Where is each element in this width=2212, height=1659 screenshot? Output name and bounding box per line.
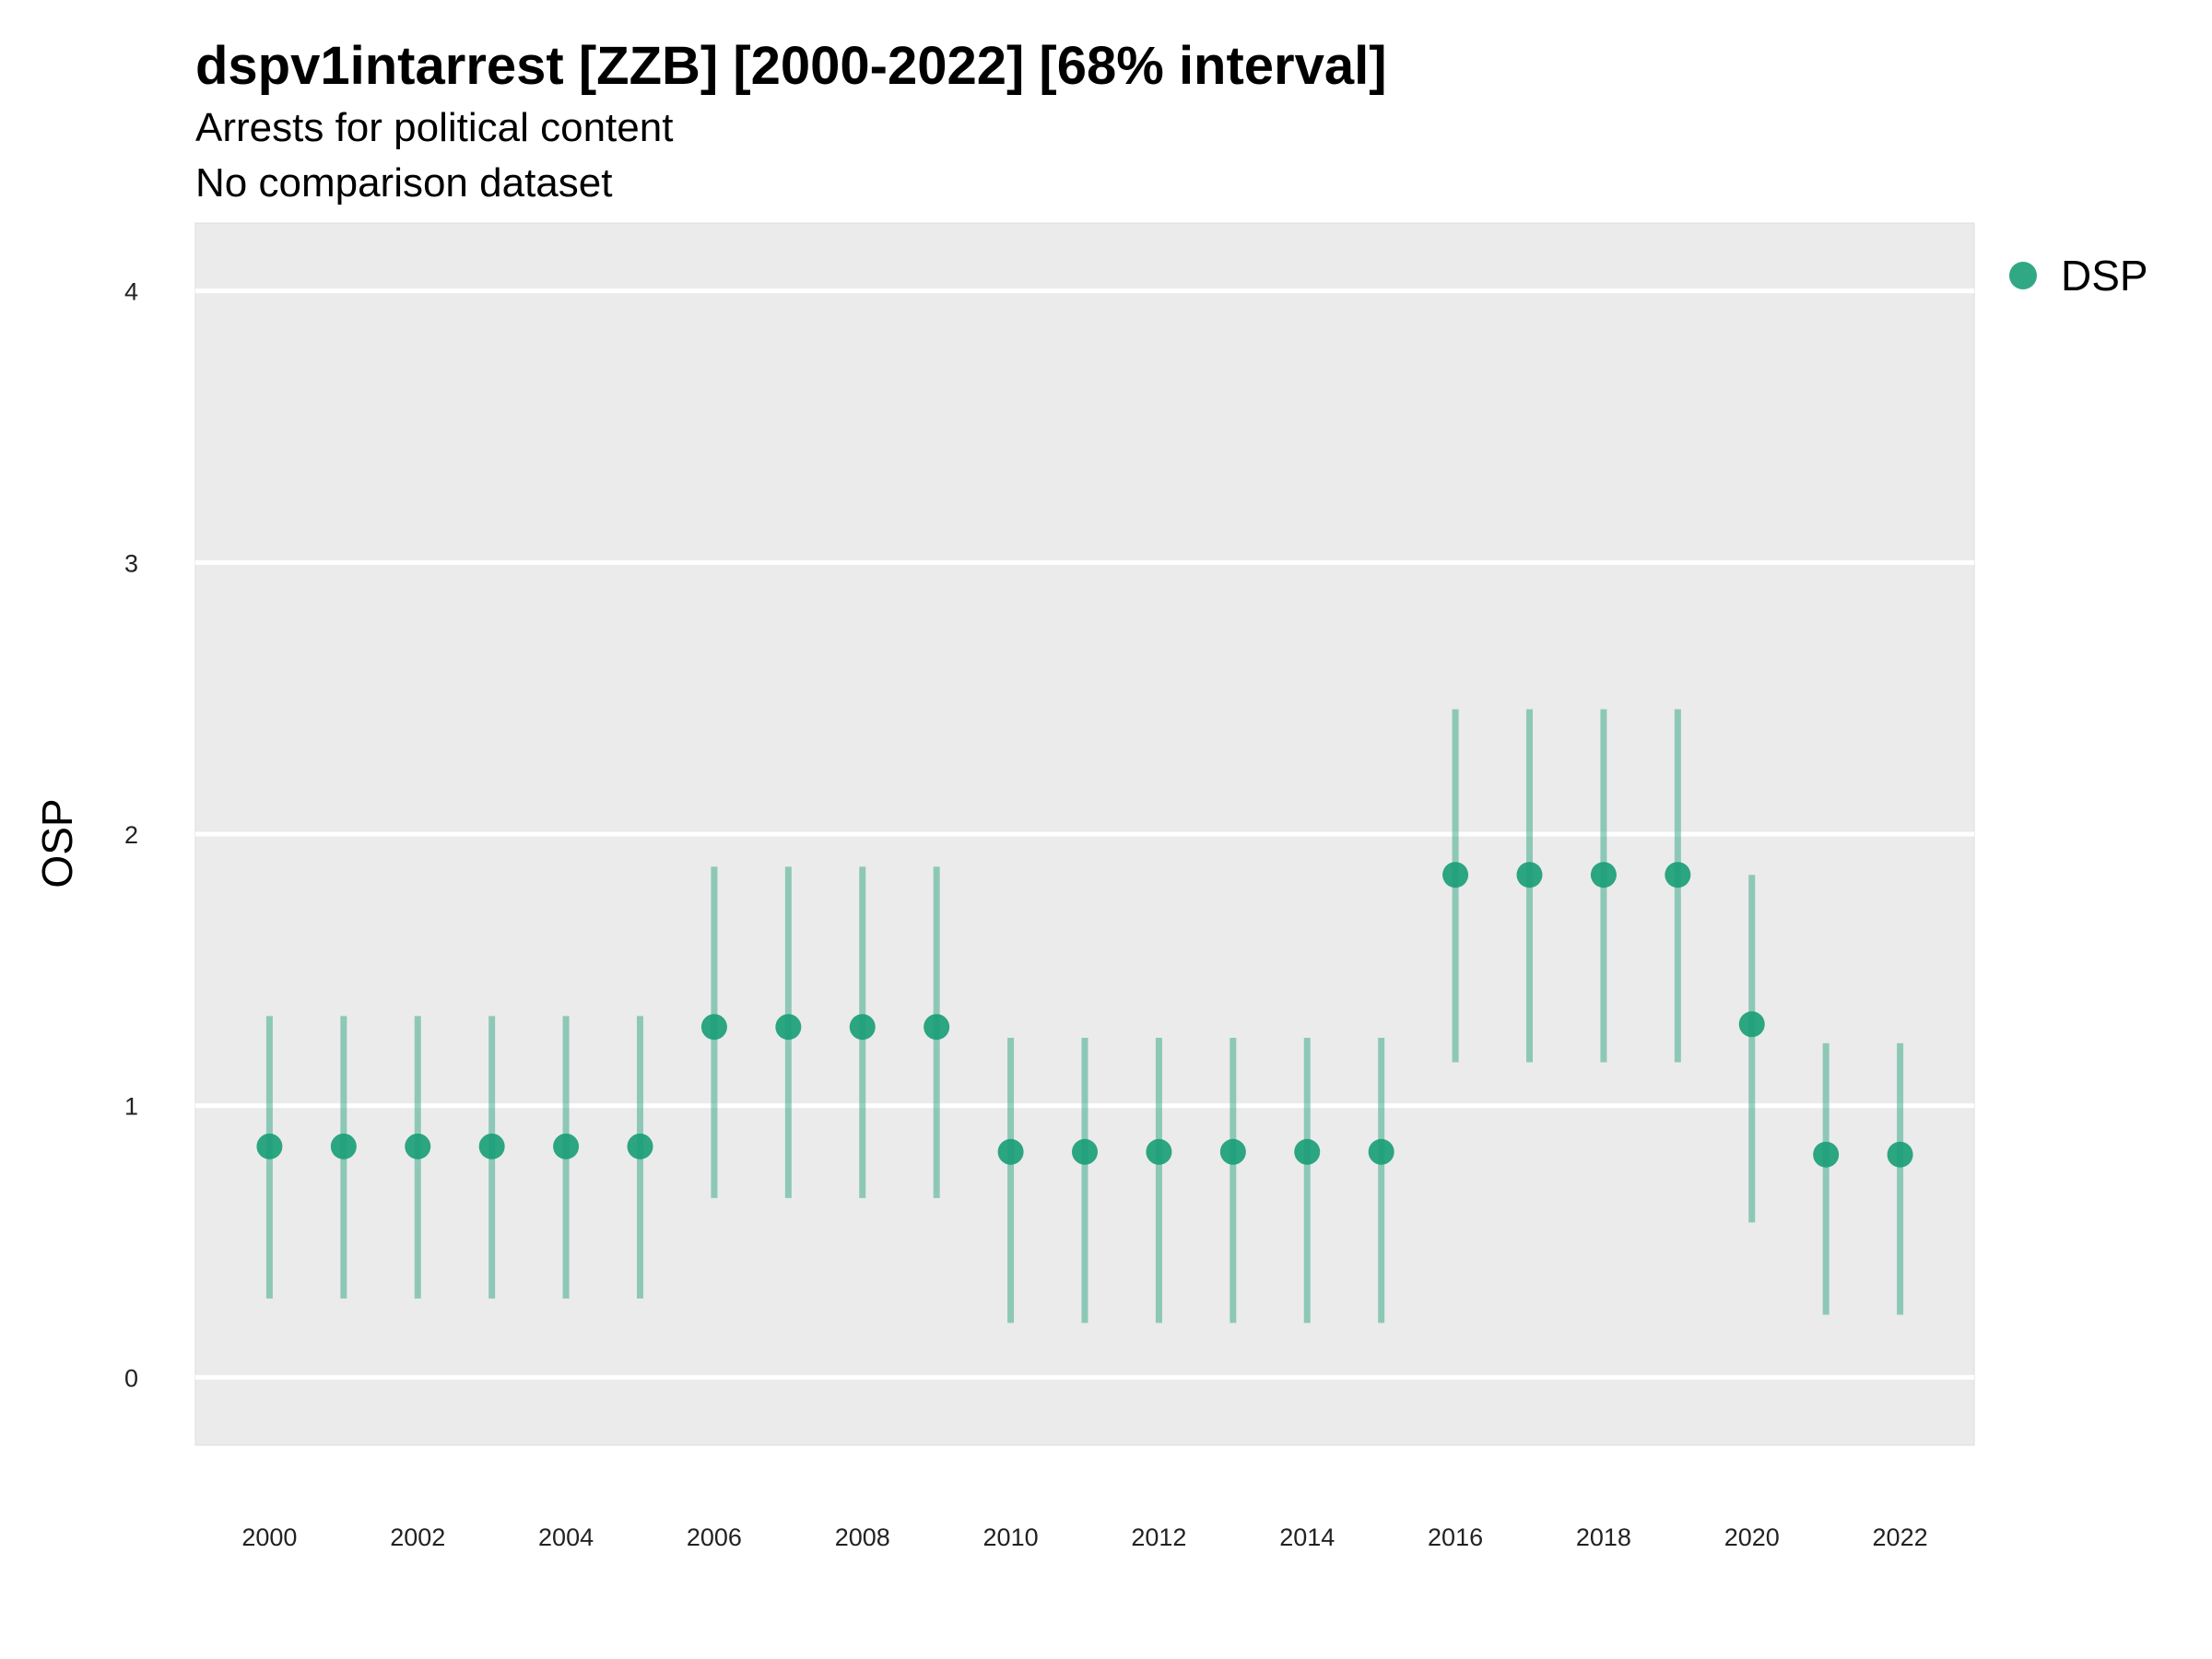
data-point-2010 [997,1138,1024,1165]
y-tick-0: 0 [124,1364,138,1392]
x-tick-2022: 2022 [1873,1524,1928,1551]
y-tick-1: 1 [124,1093,138,1121]
legend-key-dsp [2009,262,2037,289]
data-point-2004 [553,1133,580,1159]
x-tick-2004: 2004 [538,1524,594,1551]
data-point-2008 [849,1014,876,1041]
data-point-2018 [1590,862,1617,888]
data-point-2009 [924,1014,950,1041]
x-tick-2008: 2008 [835,1524,890,1551]
data-point-2019 [1665,862,1691,888]
legend: DSP [2009,251,2148,300]
chart-title: dspv1intarrest [ZZB] [2000-2022] [68% in… [195,36,1387,96]
x-tick-2002: 2002 [390,1524,445,1551]
data-point-2002 [405,1133,431,1159]
y-tick-3: 3 [124,549,138,577]
x-tick-2018: 2018 [1576,1524,1631,1551]
data-point-2021 [1813,1141,1840,1168]
data-point-2014 [1294,1138,1321,1165]
data-point-2012 [1146,1138,1172,1165]
x-tick-2000: 2000 [241,1524,297,1551]
x-tick-labels: 2000 2002 2004 2006 2008 2010 2012 2014 2016 2018… [241,1524,1927,1551]
chart-subtitle-1: Arrests for political content [195,105,674,150]
x-tick-2012: 2012 [1131,1524,1186,1551]
data-point-2011 [1072,1138,1098,1165]
data-point-2017 [1516,862,1543,888]
data-point-2006 [700,1014,727,1041]
data-point-2001 [330,1133,357,1159]
data-point-2015 [1368,1138,1394,1165]
x-tick-2010: 2010 [983,1524,1039,1551]
y-tick-4: 4 [124,278,138,306]
legend-label-dsp: DSP [2061,252,2148,300]
gridlines [195,288,1974,1380]
data-point-2022 [1887,1141,1913,1168]
x-tick-2014: 2014 [1279,1524,1335,1551]
x-tick-2006: 2006 [687,1524,742,1551]
data-point-2013 [1219,1138,1246,1165]
x-tick-2016: 2016 [1428,1524,1483,1551]
chart-subtitle-2: No comparison dataset [195,160,613,206]
y-tick-labels: 0 1 2 3 4 [124,278,138,1393]
x-tick-2020: 2020 [1724,1524,1780,1551]
y-tick-2: 2 [124,821,138,849]
data-point-2016 [1442,862,1469,888]
data-points [256,862,1913,1168]
data-point-2005 [627,1133,653,1159]
data-point-2003 [478,1133,505,1159]
data-point-2000 [256,1133,283,1159]
data-point-2020 [1738,1011,1765,1038]
data-point-2007 [775,1014,802,1041]
